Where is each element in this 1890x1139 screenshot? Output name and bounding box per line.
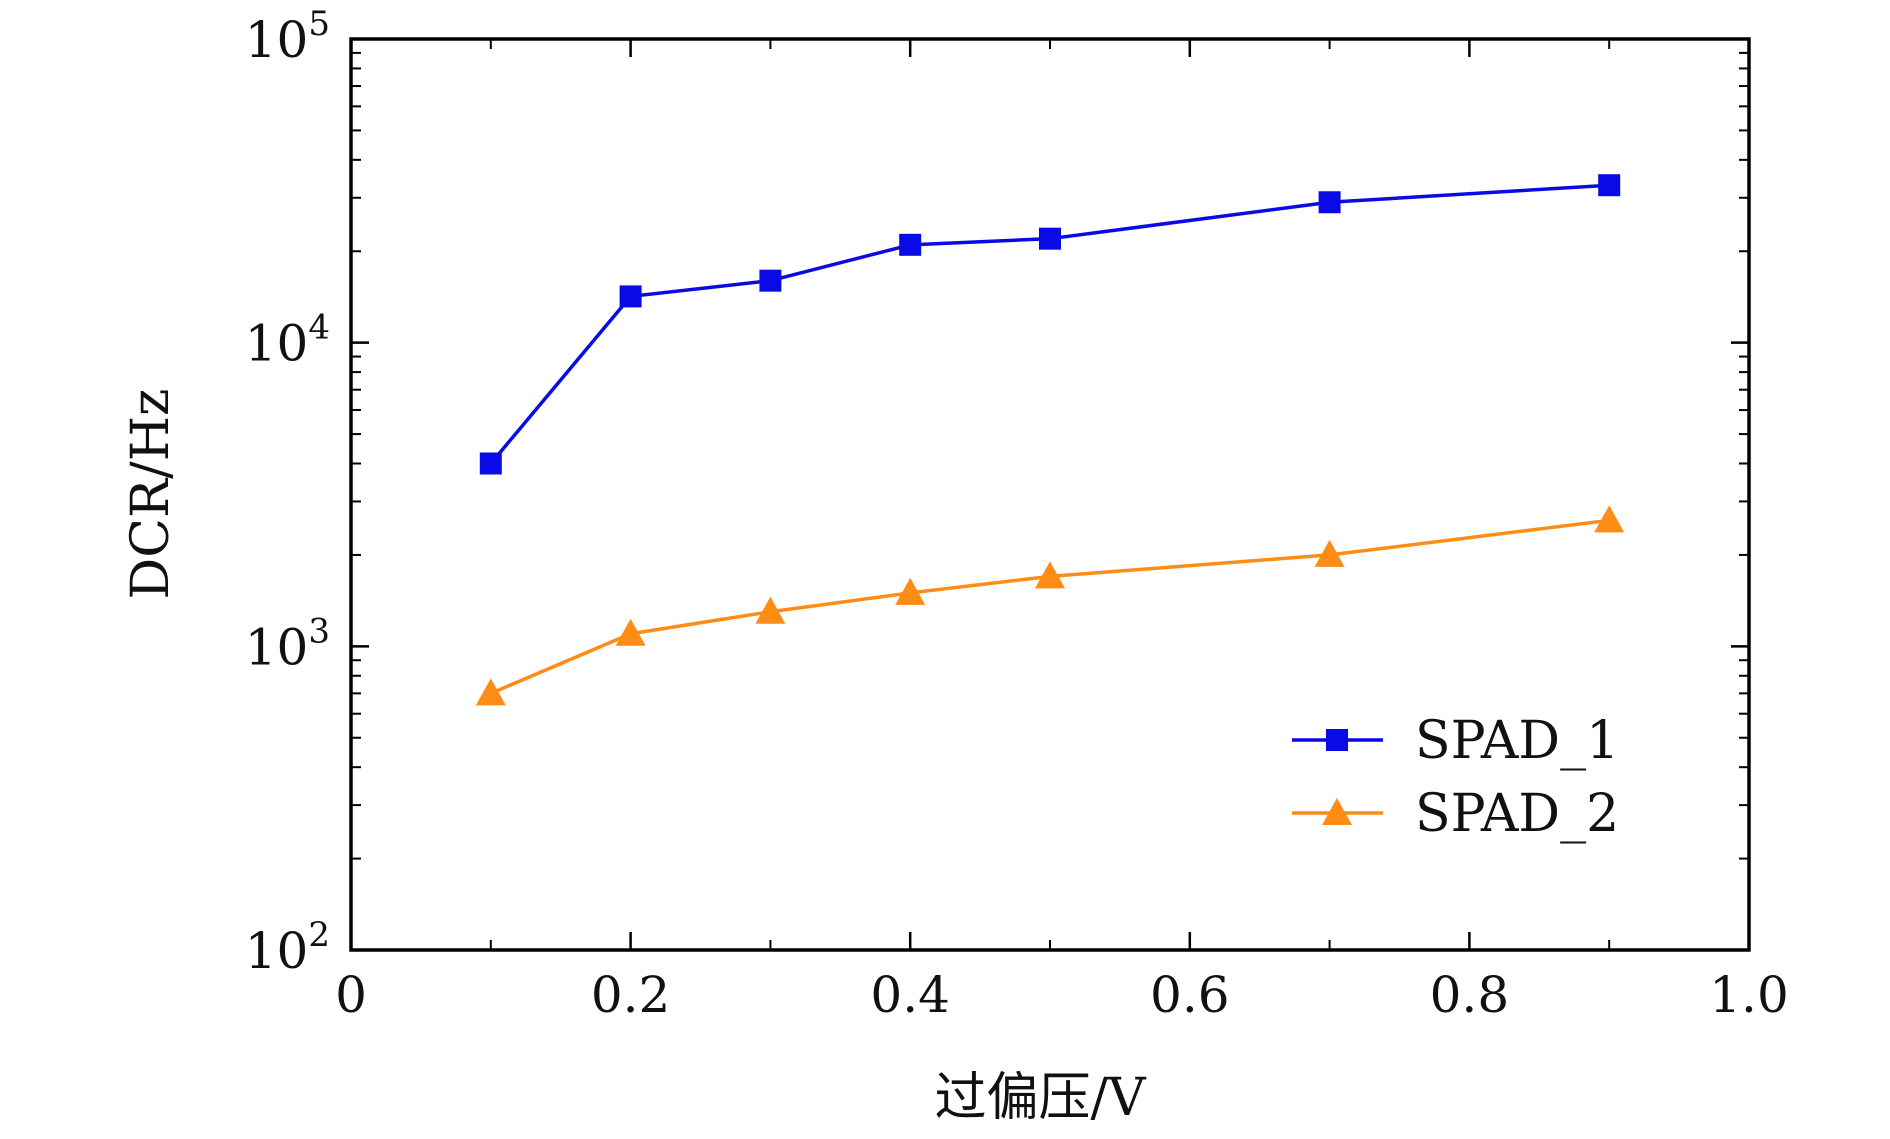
series-line-spad-2 — [490, 518, 1610, 695]
data-point-spad-2 — [475, 678, 506, 706]
data-point-spad-1 — [479, 452, 502, 475]
legend-label-spad-1: SPAD_1 — [1415, 711, 1619, 771]
data-point-spad-1 — [1039, 227, 1061, 250]
plot-area-frame — [349, 37, 1751, 952]
x-axis-title: 过偏压/V — [934, 1068, 1147, 1128]
legend: SPAD_1 SPAD_2 — [1292, 711, 1619, 844]
data-point-spad-1 — [1318, 191, 1341, 214]
y-axis-title: DCR/Hz — [121, 389, 181, 600]
data-point-spad-1 — [1598, 174, 1621, 197]
series-line-spad-1 — [489, 183, 1610, 465]
y-tick-label: 102 — [245, 915, 330, 980]
x-tick-label: 0.6 — [1150, 966, 1230, 1024]
data-point-spad-2 — [1035, 561, 1065, 589]
legend-label-spad-2: SPAD_2 — [1415, 784, 1619, 844]
x-tick-label: 0.8 — [1430, 966, 1510, 1024]
data-point-spad-1 — [619, 285, 642, 308]
x-tick-label: 1.0 — [1709, 966, 1789, 1024]
x-tick-label: 0.4 — [870, 966, 950, 1024]
series-layer — [475, 174, 1625, 706]
x-tick-label: 0 — [335, 966, 367, 1024]
y-tick-label: 103 — [245, 611, 330, 676]
y-tick-label: 105 — [245, 4, 330, 69]
data-point-spad-2 — [755, 596, 786, 624]
data-point-spad-2 — [895, 577, 926, 605]
legend-marker-spad-2 — [1322, 798, 1352, 825]
data-point-spad-2 — [615, 618, 646, 646]
data-point-spad-2 — [1314, 539, 1345, 567]
data-point-spad-1 — [899, 233, 922, 256]
x-tick-label: 0.2 — [591, 966, 671, 1024]
labels-layer: 0 0.2 0.4 0.6 0.8 1.0 102 103 104 105 — [245, 4, 1789, 1024]
y-tick-label: 104 — [245, 308, 330, 373]
data-point-spad-1 — [759, 269, 782, 292]
legend-marker-spad-1 — [1326, 729, 1348, 751]
data-point-spad-2 — [1594, 505, 1625, 533]
